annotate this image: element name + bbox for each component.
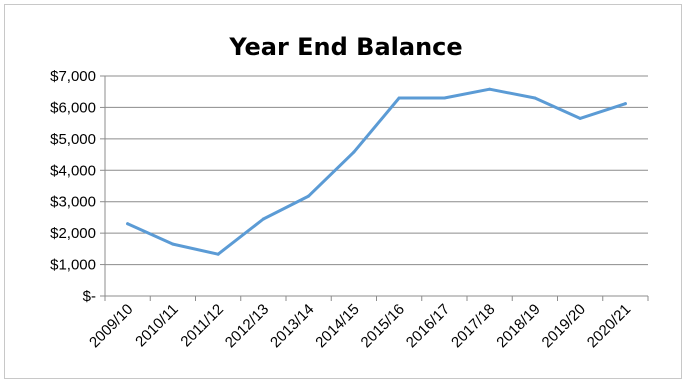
x-tick-label: 2013/14 [267,301,317,351]
data-point [171,242,175,246]
data-point [126,222,130,226]
x-tick-labels: 2009/102010/112011/122012/132013/142014/… [86,301,634,351]
data-point [216,252,220,256]
x-tick-label: 2015/16 [358,301,408,351]
data-point [623,102,627,106]
series-line [126,87,627,256]
y-tick-label: $3,000 [50,194,96,211]
data-point [442,96,446,100]
series-group [126,87,627,256]
y-tick-label: $5,000 [50,131,96,148]
y-tick-label: $6,000 [50,99,96,116]
y-tick-label: $7,000 [50,68,96,85]
x-tick-label: 2019/20 [539,301,589,351]
x-tick-label: 2011/12 [177,301,227,351]
x-tick-label: 2016/17 [403,301,453,351]
axes [100,75,649,301]
x-tick-label: 2012/13 [222,301,272,351]
x-tick-label: 2020/21 [584,301,634,351]
data-point [533,96,537,100]
y-tick-label: $1,000 [50,257,96,274]
chart-title: Year End Balance [228,33,462,61]
data-point [352,150,356,154]
data-point [578,116,582,120]
data-point [307,194,311,198]
gridlines [105,75,648,266]
y-tick-label: $2,000 [50,225,96,242]
y-tick-label: $- [83,288,96,305]
y-tick-labels: $- $1,000 $2,000 $3,000 $4,000 $5,000 $6,000 $7… [50,68,96,305]
chart-frame [4,4,682,379]
x-tick-label: 2018/19 [493,301,543,351]
x-tick-label: 2017/18 [448,301,498,351]
x-tick-label: 2014/15 [312,301,362,351]
data-point [261,217,265,221]
x-tick-label: 2010/11 [132,301,182,351]
x-tick-label: 2009/10 [86,301,136,351]
y-tick-label: $4,000 [50,162,96,179]
data-point [397,96,401,100]
data-point [488,87,492,91]
